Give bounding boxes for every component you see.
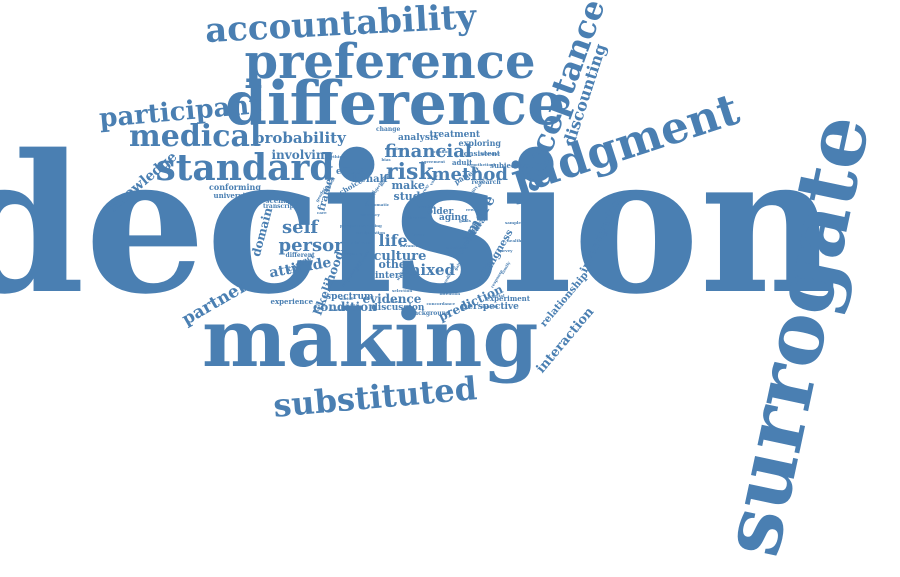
word-difference: difference: [225, 69, 566, 139]
word-small: hypothetical: [467, 162, 495, 167]
word-treatment: treatment: [429, 129, 481, 140]
word-experience: experience: [270, 296, 314, 306]
word-discussion: discussion: [371, 302, 425, 313]
word-small: accuracy: [360, 212, 380, 217]
word-exploring: exploring: [458, 138, 502, 148]
word-involving: involving: [271, 148, 333, 162]
word-subjective: subjective: [490, 160, 530, 170]
word-mixed: mixed: [404, 260, 456, 279]
word-study: study: [393, 189, 427, 203]
word-consistent: consistent: [459, 148, 501, 158]
word-small: empathy: [343, 251, 363, 256]
word-small: income: [329, 307, 346, 312]
word-medical: medical: [129, 119, 262, 154]
word-small: bias: [381, 157, 391, 162]
word-probability: probability: [254, 128, 346, 147]
word-small: age: [325, 164, 333, 169]
word-making: making: [202, 291, 539, 385]
word-culture: culture: [373, 248, 427, 264]
word-small: moral: [339, 296, 353, 301]
word-risk: risk: [386, 159, 434, 185]
word-small: belief: [387, 299, 401, 304]
word-person: person: [278, 235, 348, 256]
word-small: factor: [411, 232, 425, 237]
word-evidence: evidence: [362, 292, 422, 306]
word-financial: financial: [384, 141, 472, 162]
word-standard: standard: [155, 147, 335, 189]
word-conforming: conforming: [209, 182, 261, 192]
word-small: agreement: [421, 159, 446, 164]
word-small: care: [317, 210, 327, 215]
word-different: different: [285, 252, 315, 259]
word-adult: adult: [452, 157, 473, 167]
word-small: ethical: [330, 154, 346, 159]
word-small: advance: [400, 243, 419, 248]
word-small: loss: [461, 235, 471, 240]
word-small: elicitation: [350, 240, 374, 245]
word-small: reward: [466, 207, 482, 212]
word-condition: condition: [313, 300, 377, 314]
word-decision: decision: [0, 113, 838, 336]
word-self: self: [282, 217, 319, 238]
word-small: social: [491, 293, 505, 298]
word-perspective: perspective: [461, 301, 519, 312]
word-background: background: [410, 310, 451, 317]
word-analysis: analysis: [398, 132, 439, 143]
word-small: perspective-taking: [340, 223, 382, 228]
word-research: research: [471, 179, 501, 186]
word-preference: preference: [244, 34, 536, 90]
word-small: health: [507, 238, 522, 243]
word-behalf: behalf: [352, 174, 388, 185]
word-small: conflict: [433, 149, 451, 154]
word-interact: interact: [375, 270, 416, 281]
word-small: automatic: [366, 202, 390, 207]
word-small: substitute: [445, 245, 469, 250]
word-university: university: [213, 190, 253, 200]
word-small: concordance: [426, 301, 456, 306]
word-small: sample: [505, 220, 521, 225]
word-scenario: scenario: [265, 195, 299, 205]
word-small: goals: [459, 218, 471, 223]
word-transcript: transcript: [263, 203, 297, 210]
word-small: framing: [417, 204, 435, 209]
word-small: emotion: [385, 146, 404, 151]
word-other: other: [378, 257, 412, 271]
word-method: method: [431, 164, 509, 185]
word-small: manipulation: [355, 230, 386, 235]
word-aging: aging: [439, 212, 468, 223]
word-small: intention: [439, 291, 461, 296]
word-small: directive: [407, 215, 427, 220]
word-small: outcome: [480, 151, 500, 156]
word-small: survey: [498, 248, 513, 253]
word-life: life: [378, 231, 408, 250]
word-small: selection: [392, 288, 413, 293]
word-small: vignette: [480, 304, 499, 309]
word-experiment: experiment: [485, 293, 531, 303]
word-make: make: [391, 178, 425, 192]
word-effect: effect: [336, 166, 365, 177]
word-spectrum: spectrum: [326, 291, 374, 302]
word-older: older: [427, 206, 454, 217]
word-change: change: [376, 126, 401, 133]
